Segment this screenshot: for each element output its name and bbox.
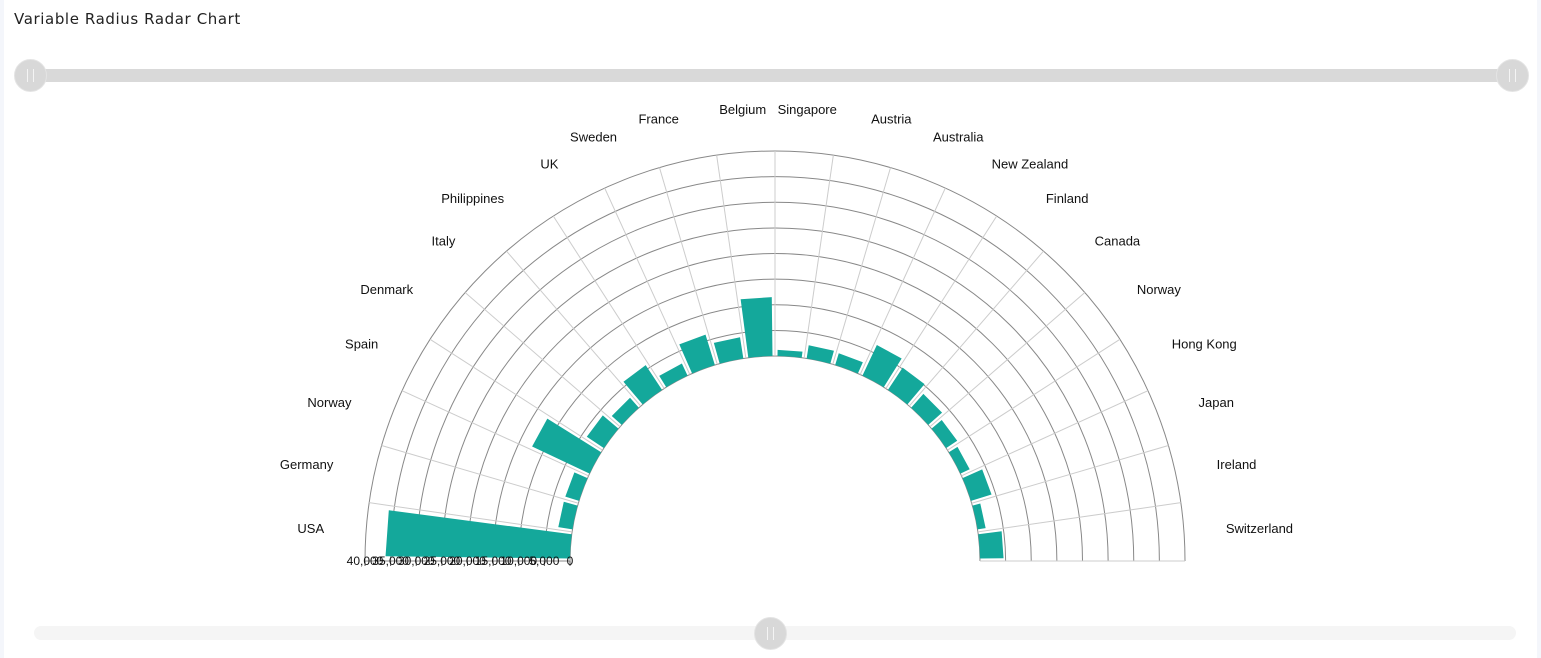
rotation-slider-handle[interactable] [754, 617, 787, 650]
chart-panel: Variable Radius Radar Chart USA Germany No… [4, 0, 1537, 658]
bar-italy [611, 397, 639, 425]
range-slider-track[interactable] [34, 69, 1516, 82]
category-label: Ireland [1217, 457, 1257, 472]
grid-spoke [929, 292, 1086, 428]
grip-icon [1509, 69, 1516, 82]
bar-austria [806, 345, 834, 364]
grid-spoke [803, 155, 834, 359]
category-label: Spain [345, 336, 378, 351]
grid-spoke [947, 338, 1121, 451]
category-label: France [638, 111, 678, 126]
radar-chart: USA Germany Norway Spain Denmark Italy Philipp… [280, 102, 1293, 568]
bar-ireland [972, 503, 986, 530]
category-label: Hong Kong [1172, 336, 1237, 351]
category-label: UK [540, 156, 558, 171]
value-axis-tick-label: 5,000 [529, 554, 559, 568]
value-axis-tick-label: 15,000 [475, 554, 512, 568]
bar-sweden [679, 334, 715, 374]
category-label: Sweden [570, 129, 617, 144]
grid-spoke [971, 445, 1169, 504]
value-axis-tick-label: 20,000 [449, 554, 486, 568]
grid-spoke [381, 445, 579, 504]
grid-spoke [961, 390, 1149, 477]
grid-spoke [832, 167, 891, 365]
grid-spoke [908, 250, 1044, 407]
grip-icon [27, 69, 34, 82]
bar-japan [962, 469, 992, 501]
category-label: Japan [1199, 395, 1234, 410]
grid-spoke [885, 215, 998, 389]
page-title: Variable Radius Radar Chart [14, 10, 241, 28]
value-axis-tick-label: 0 [567, 554, 574, 568]
grid-spoke [859, 187, 946, 375]
grid-spoke [977, 502, 1181, 533]
category-label: Singapore [778, 102, 837, 117]
bar-spain [532, 418, 602, 474]
grid-spoke [369, 502, 573, 533]
bar-norway [931, 420, 958, 449]
category-label: New Zealand [992, 156, 1069, 171]
grip-icon [767, 627, 774, 640]
bar-switzerland [978, 531, 1004, 559]
bar-hong-kong [948, 446, 970, 474]
bar-finland [887, 367, 925, 405]
bar-new-zealand [862, 344, 902, 388]
grid-spoke [716, 155, 747, 359]
bar-germany [558, 501, 578, 530]
category-label: Philippines [441, 191, 504, 206]
bar-france [713, 337, 744, 364]
category-label: Germany [280, 457, 334, 472]
grid-spoke [401, 390, 589, 477]
category-label: Norway [1137, 282, 1182, 297]
bar-norway [565, 472, 588, 501]
grid-ring [543, 329, 1007, 562]
bar-belgium [740, 297, 773, 358]
value-axis-tick-label: 30,000 [398, 554, 435, 568]
category-label: Canada [1095, 233, 1141, 248]
category-label: Norway [307, 395, 352, 410]
bar-uk [659, 363, 688, 388]
category-label: Denmark [360, 282, 413, 297]
category-label: USA [297, 521, 324, 536]
value-axis-tick-label: 25,000 [424, 554, 461, 568]
bar-singapore [777, 349, 803, 358]
bar-denmark [586, 415, 619, 449]
bar-australia [835, 353, 863, 374]
bar-canada [911, 393, 943, 425]
range-slider-end-handle[interactable] [1496, 59, 1529, 92]
category-label: Switzerland [1226, 521, 1293, 536]
grid-spoke [506, 250, 642, 407]
category-label: Austria [871, 111, 912, 126]
value-axis-tick-label: 10,000 [500, 554, 537, 568]
category-label: Italy [432, 233, 456, 248]
category-label: Australia [933, 129, 984, 144]
value-axis-tick-label: 40,000 [347, 554, 384, 568]
category-label: Finland [1046, 191, 1089, 206]
grid-spoke [659, 167, 718, 365]
range-slider-start-handle[interactable] [14, 59, 47, 92]
category-label: Belgium [719, 102, 766, 117]
grid-spoke [429, 338, 603, 451]
grid-spoke [604, 187, 691, 375]
value-axis-tick-label: 35,000 [372, 554, 409, 568]
grid-spoke [464, 292, 621, 428]
bar-usa [385, 510, 572, 559]
grid-spoke [552, 215, 665, 389]
bar-philippines [623, 365, 663, 405]
